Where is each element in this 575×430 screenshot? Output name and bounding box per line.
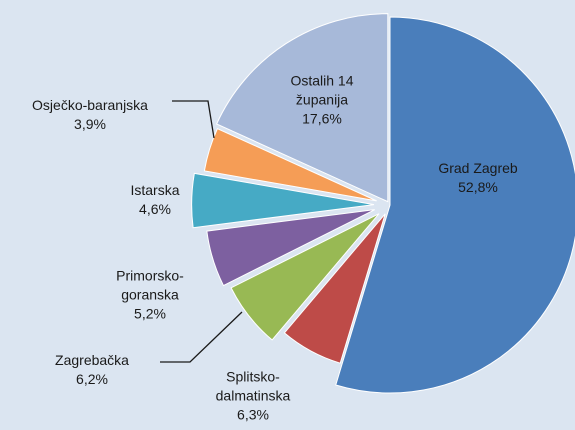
category-label: Zagrebačka bbox=[55, 352, 129, 368]
data-label: Splitsko-dalmatinska 6,3% bbox=[198, 368, 308, 425]
category-label: Ostalih 14 županija bbox=[290, 72, 354, 108]
leader-line bbox=[172, 100, 215, 139]
value-label: 3,9% bbox=[74, 116, 106, 132]
data-label: Grad Zagreb 52,8% bbox=[418, 159, 538, 197]
leader-line bbox=[160, 311, 243, 363]
pie-slice bbox=[215, 13, 389, 203]
pie-slice bbox=[206, 209, 375, 287]
category-label: Grad Zagreb bbox=[438, 160, 518, 176]
category-label: Istarska bbox=[130, 182, 180, 198]
pie-slice bbox=[283, 213, 386, 364]
data-label: Ostalih 14 županija 17,6% bbox=[277, 72, 367, 129]
pie-slice bbox=[335, 16, 575, 394]
data-label: Zagrebačka 6,2% bbox=[42, 351, 142, 389]
category-label: Osječko-baranjska bbox=[32, 97, 148, 113]
value-label: 6,2% bbox=[76, 371, 108, 387]
value-label: 52,8% bbox=[458, 179, 498, 195]
pie-slice bbox=[230, 213, 380, 341]
data-label: Primorsko-goranska 5,2% bbox=[100, 267, 200, 324]
value-label: 5,2% bbox=[134, 305, 166, 322]
value-label: 6,3% bbox=[237, 406, 269, 423]
value-label: 4,6% bbox=[139, 201, 171, 217]
value-label: 17,6% bbox=[302, 110, 342, 127]
category-label: Primorsko-goranska bbox=[116, 267, 184, 303]
category-label: Splitsko-dalmatinska bbox=[215, 368, 291, 404]
pie-slice bbox=[203, 127, 377, 202]
data-label: Istarska 4,6% bbox=[115, 181, 195, 219]
data-label: Osječko-baranjska 3,9% bbox=[0, 96, 180, 134]
pie-slice bbox=[191, 172, 375, 229]
